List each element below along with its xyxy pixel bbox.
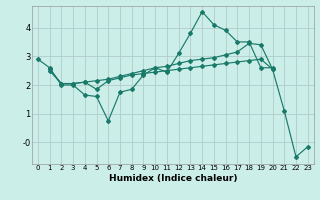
X-axis label: Humidex (Indice chaleur): Humidex (Indice chaleur) [108, 174, 237, 183]
